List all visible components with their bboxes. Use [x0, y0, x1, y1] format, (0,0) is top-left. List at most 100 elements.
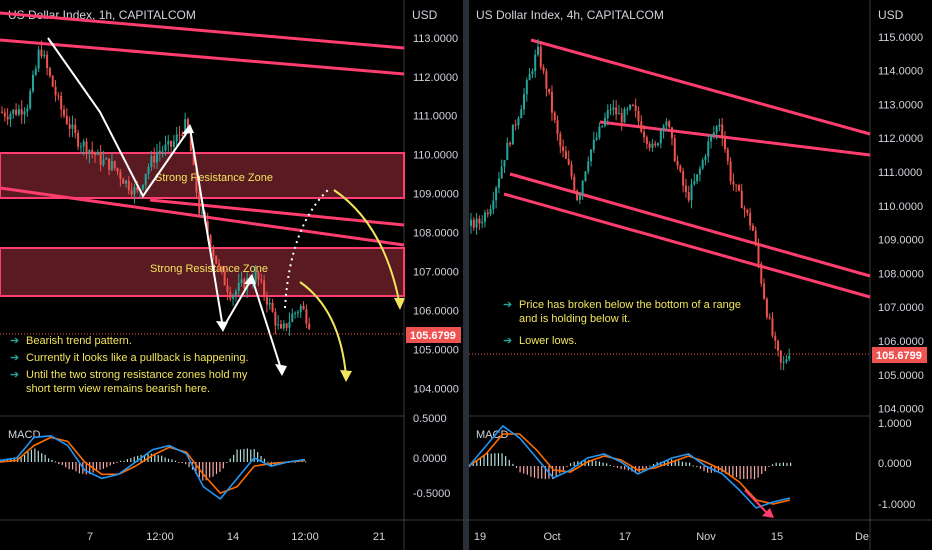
- macd-histogram-bar: [544, 466, 546, 480]
- macd-histogram-bar: [717, 466, 720, 473]
- right-note-bullet-2: ➔: [503, 335, 512, 347]
- right-time-axis[interactable]: 19 Oct 17 Nov 15 De: [474, 531, 869, 543]
- macd-line: [0, 434, 306, 500]
- resistance-zone-label-2: Strong Resistance Zone: [150, 263, 268, 275]
- resistance-zone-2[interactable]: [0, 247, 405, 297]
- candle-down: [654, 143, 657, 146]
- candle-down: [564, 151, 567, 159]
- candle-down: [486, 212, 489, 215]
- right-price-badge: [872, 347, 927, 363]
- macd-histogram-bar: [620, 466, 622, 470]
- macd-histogram-bar: [13, 457, 15, 462]
- candle-down: [181, 134, 184, 136]
- candle-up: [23, 111, 26, 115]
- candle-down: [77, 133, 80, 147]
- candle-up: [277, 324, 280, 326]
- right-channel-top-line[interactable]: [530, 38, 871, 136]
- macd-histogram-bar: [613, 466, 615, 467]
- candle-up: [651, 143, 654, 148]
- candle-up: [606, 110, 609, 118]
- candle-down: [198, 192, 201, 214]
- candle-up: [520, 109, 523, 119]
- candle-up: [32, 74, 34, 92]
- projected-drop-arrow-1[interactable]: [333, 189, 401, 307]
- candle-down: [634, 105, 637, 111]
- macd-histogram-bar: [707, 466, 709, 473]
- macd-histogram-bar: [236, 449, 238, 462]
- candle-up: [712, 132, 715, 136]
- candle-up: [43, 54, 46, 57]
- candle-down: [576, 190, 579, 200]
- candle-down: [223, 270, 226, 286]
- right-note-bullet-1: ➔: [503, 299, 512, 311]
- left-channel-lower-line[interactable]: [149, 198, 405, 227]
- candle-up: [584, 171, 587, 181]
- macd-histogram-bar: [743, 466, 745, 480]
- candle-up: [495, 187, 498, 201]
- candle-up: [175, 134, 178, 142]
- projected-pullback-path[interactable]: [284, 187, 331, 309]
- candle-up: [617, 113, 620, 115]
- candle-down: [285, 323, 288, 328]
- resistance-zone-label-1: Strong Resistance Zone: [155, 172, 273, 184]
- left-channel-top-line[interactable]: [0, 38, 405, 76]
- macd-histogram-bar: [58, 462, 60, 465]
- macd-histogram-bar: [263, 458, 266, 462]
- candle-up: [612, 107, 615, 110]
- candle-up: [17, 109, 20, 115]
- bearish-zigzag-path[interactable]: [47, 37, 283, 373]
- macd-histogram-bar: [171, 459, 173, 462]
- macd-histogram-bar: [703, 466, 705, 472]
- macd-histogram-bar: [75, 462, 77, 472]
- candle-up: [528, 74, 531, 81]
- right-channel-upper-bottom-line[interactable]: [509, 172, 871, 278]
- macd-histogram-bar: [591, 460, 593, 466]
- right-channel-mid-line[interactable]: [599, 120, 871, 157]
- candle-up: [234, 290, 237, 296]
- candle-down: [640, 121, 643, 132]
- macd-histogram-bar: [595, 460, 597, 466]
- candle-up: [296, 312, 299, 314]
- macd-histogram-bar: [34, 448, 36, 462]
- macd-divergence-line[interactable]: [744, 489, 771, 517]
- macd-histogram-bar: [161, 455, 163, 462]
- macd-histogram-bar: [519, 466, 521, 473]
- y-tick-label: 110.0000: [413, 150, 458, 162]
- macd-histogram-bar: [768, 466, 770, 467]
- right-channel-lower-bottom-line[interactable]: [503, 192, 871, 299]
- candle-up: [788, 355, 791, 360]
- macd-line: [468, 424, 791, 509]
- right-y-axis[interactable]: 115.0000 114.0000 113.0000 112.0000 111.0000…: [878, 32, 924, 416]
- projected-drop-arrow-2[interactable]: [299, 281, 347, 377]
- y-tick-label: 113.0000: [878, 99, 923, 111]
- candle-up: [282, 323, 285, 329]
- left-time-axis[interactable]: 7 12:00 14 12:00 21: [87, 531, 385, 543]
- candle-down: [631, 104, 634, 106]
- left-y-axis[interactable]: 113.0000 112.0000 111.0000 110.0000 109.0000…: [413, 33, 459, 396]
- macd-histogram-bar: [588, 460, 590, 466]
- macd-histogram-bar: [526, 466, 528, 475]
- macd-histogram-bar: [616, 466, 619, 468]
- macd-histogram-bar: [483, 454, 485, 466]
- macd-histogram-bar: [598, 461, 601, 466]
- left-channel-upper-line[interactable]: [0, 11, 405, 50]
- macd-tick-label: 0.0000: [413, 453, 447, 465]
- macd-histogram-bar: [761, 466, 763, 474]
- candle-down: [127, 180, 130, 191]
- resistance-zone-1[interactable]: [0, 152, 405, 199]
- macd-histogram-bar: [681, 461, 683, 466]
- candle-up: [629, 104, 632, 110]
- macd-histogram-bar: [530, 466, 532, 477]
- macd-divergence-arrowhead: [762, 508, 774, 518]
- macd-histogram-bar: [725, 466, 727, 474]
- right-note-1-line-1: Price has broken below the bottom of a r…: [519, 299, 741, 311]
- macd-tick-label: 1.0000: [878, 418, 912, 430]
- macd-histogram-bar: [735, 466, 738, 478]
- left-note-2: Currently it looks like a pullback is ha…: [26, 352, 249, 364]
- candle-up: [172, 141, 175, 147]
- candle-down: [85, 141, 88, 154]
- candle-down: [771, 318, 774, 336]
- macd-histogram-bar: [106, 462, 108, 468]
